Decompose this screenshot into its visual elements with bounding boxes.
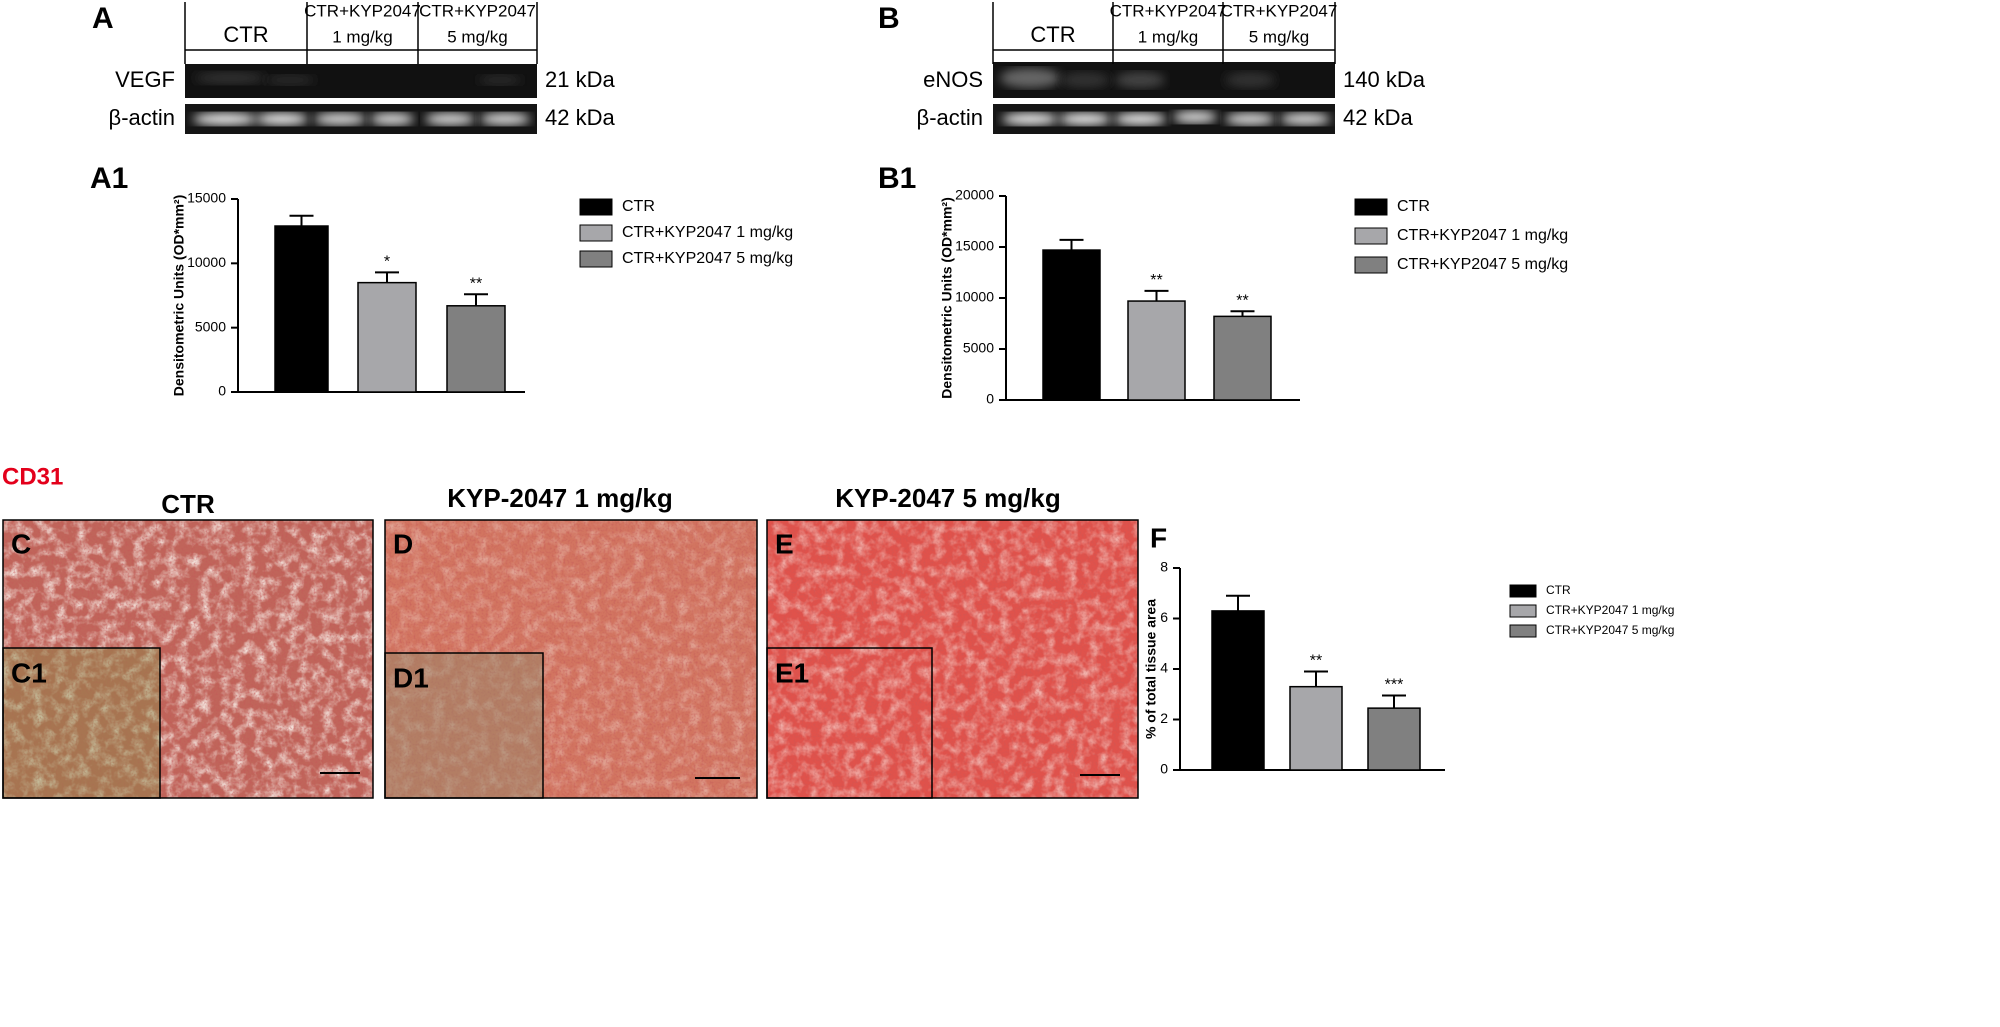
bar [1127,300,1186,401]
blot-image [185,64,537,134]
legend-label: CTR+KYP2047 1 mg/kg [622,224,793,241]
y-tick-label: 0 [1160,761,1168,777]
legend-label: CTR+KYP2047 1 mg/kg [1397,227,1568,244]
panel-title: KYP-2047 1 mg/kg [447,483,672,513]
molecular-weight: 42 kDa [545,105,615,130]
panel-label: E [775,528,794,559]
legend-label: CTR [1397,198,1430,215]
legend-swatch [1509,604,1537,618]
legend-swatch [1354,256,1388,274]
panel-label: B1 [878,162,916,195]
y-tick-label: 2 [1160,710,1168,726]
legend-swatch [579,198,613,216]
panel-title: CTR [161,489,215,519]
legend-label: CTR+KYP2047 5 mg/kg [622,250,793,267]
lane-header: 5 mg/kg [447,27,507,46]
y-tick-label: 5000 [195,318,226,334]
y-tick-label: 15000 [955,238,994,254]
bar [1211,610,1265,771]
y-axis-label: % of total tissue area [1143,599,1159,739]
molecular-weight: 21 kDa [545,67,615,92]
protein-name: eNOS [923,67,983,92]
micrograph [2,519,1139,799]
stain-label: CD31 [2,463,63,490]
legend-label: CTR [1546,583,1571,597]
y-tick-label: 0 [218,383,226,399]
significance-marker: ** [1150,272,1162,289]
panel-label: A [92,2,114,35]
legend-label: CTR+KYP2047 1 mg/kg [1546,603,1674,617]
protein-name: β-actin [917,105,983,130]
inset-label: E1 [775,657,809,688]
legend-swatch [579,224,613,242]
panel-label: D [393,528,413,559]
legend-swatch [1354,227,1388,245]
inset-label: D1 [393,662,429,693]
y-tick-label: 8 [1160,559,1168,575]
y-tick-label: 15000 [187,190,226,206]
legend-label: CTR [622,198,655,215]
y-tick-label: 4 [1160,660,1168,676]
legend-label: CTR+KYP2047 5 mg/kg [1546,623,1674,637]
bar [1042,249,1101,401]
y-tick-label: 20000 [955,187,994,203]
lane-header: CTR [1030,22,1075,47]
blot-image [993,62,1335,134]
legend-swatch [1509,624,1537,638]
molecular-weight: 42 kDa [1343,105,1413,130]
lane-header: CTR+KYP2047 [1221,1,1338,20]
y-tick-label: 5000 [963,340,994,356]
panel-label: C [11,528,31,559]
panel-label: A1 [90,162,128,195]
legend-swatch [1354,198,1388,216]
y-axis-label: Densitometric Units (OD*mm²) [171,195,187,396]
legend-label: CTR+KYP2047 5 mg/kg [1397,256,1568,273]
legend-swatch [579,250,613,268]
significance-marker: ** [470,275,482,292]
panel-label: F [1150,522,1167,553]
y-tick-label: 6 [1160,609,1168,625]
y-axis-label: Densitometric Units (OD*mm²) [939,197,955,398]
bar [357,281,417,393]
significance-marker: *** [1385,677,1404,694]
inset-label: C1 [11,657,47,688]
panel-label: B [878,2,900,35]
lane-header: CTR [223,22,268,47]
significance-marker: * [384,254,390,271]
protein-name: VEGF [115,67,175,92]
y-tick-label: 0 [986,391,994,407]
lane-header: 1 mg/kg [332,27,392,46]
lane-header: 1 mg/kg [1138,27,1198,46]
legend-swatch [1509,584,1537,598]
significance-marker: ** [1236,292,1248,309]
molecular-weight: 140 kDa [1343,67,1426,92]
bar [1289,685,1343,771]
significance-marker: ** [1310,653,1322,670]
panel-title: KYP-2047 5 mg/kg [835,483,1060,513]
protein-name: β-actin [109,105,175,130]
bar [1213,315,1272,401]
lane-header: CTR+KYP2047 [419,1,536,20]
bar [1367,707,1421,771]
y-tick-label: 10000 [187,254,226,270]
bar [446,305,506,393]
lane-header: CTR+KYP2047 [304,1,421,20]
lane-header: CTR+KYP2047 [1110,1,1227,20]
bar [274,225,329,393]
lane-header: 5 mg/kg [1249,27,1309,46]
y-tick-label: 10000 [955,289,994,305]
